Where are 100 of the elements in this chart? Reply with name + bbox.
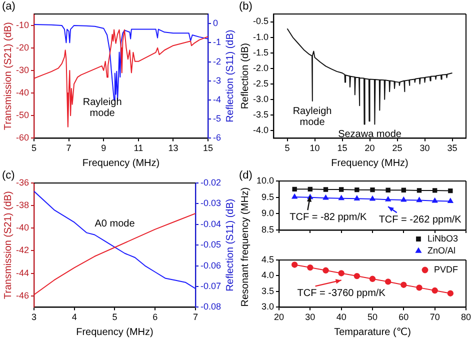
y-tick-label: 8.5	[261, 224, 274, 234]
point	[400, 196, 406, 202]
y-tick-label: -60	[16, 132, 30, 143]
y-axis-title: Resonant frequency (MHz)	[240, 187, 251, 307]
point	[308, 186, 313, 192]
point	[338, 195, 344, 200]
x-tick-label: 6	[152, 312, 158, 322]
y-tick-label: 3.5	[261, 286, 274, 296]
point	[385, 196, 391, 202]
y-tick-label: -50	[16, 110, 30, 120]
point	[338, 187, 344, 192]
x-tick-label: 5	[32, 143, 37, 154]
point	[384, 278, 392, 285]
y-tick-label: 4.5	[261, 254, 274, 264]
point	[369, 276, 376, 282]
y2-tick-label: -6	[213, 132, 222, 143]
y-tick-label: -2.5	[252, 78, 269, 88]
x-axis-title: Frequency (MHz)	[331, 158, 408, 169]
y-axis-title: Transmission (S21) (dB)	[2, 191, 14, 300]
y-tick-label: -1.0	[252, 32, 269, 42]
x-tick-label: 30	[420, 143, 430, 154]
point	[291, 262, 298, 268]
y2-tick-label: -1	[213, 37, 222, 48]
y-tick-label: 3.0	[261, 302, 274, 312]
x-tick-label: 4	[72, 312, 77, 322]
x-tick-label: 3	[32, 312, 37, 322]
y-tick-label: -46	[16, 290, 30, 300]
x-tick-label: 20	[364, 143, 375, 154]
chart-title: (b)	[239, 0, 252, 13]
point	[354, 272, 360, 280]
y-axis-title: Transmission (S21) (dB)	[2, 22, 14, 130]
point	[370, 187, 375, 192]
y2-tick-label: -0.02	[200, 177, 221, 188]
point	[307, 264, 314, 271]
y-tick-label: -3.5	[252, 109, 269, 120]
point	[400, 282, 407, 288]
point	[323, 194, 328, 200]
x-tick-label: 50	[367, 312, 378, 322]
x-tick-label: 9	[101, 143, 106, 154]
y-tick-label: -2.0	[252, 62, 269, 73]
y2-tick-label: -0.06	[200, 260, 221, 270]
annotation: TCF = -262 ppm/K	[378, 214, 462, 226]
legend-label: PVDF	[434, 264, 458, 274]
point	[323, 187, 328, 192]
legend-label: ZnO/Al	[427, 245, 456, 256]
y2-tick-label: 0	[213, 18, 218, 28]
y2-tick-label: -3	[213, 75, 222, 86]
annotation: TCF = -82 ppm/K	[290, 212, 367, 223]
y-tick-label: -38	[16, 200, 30, 210]
point	[354, 187, 360, 192]
point	[292, 186, 297, 192]
y2-tick-label: -5	[213, 114, 222, 124]
point	[432, 188, 438, 193]
y2-axis-title: Reflection (S11) (dB)	[224, 198, 236, 292]
y2-tick-label: -2	[213, 56, 222, 66]
y-tick-label: -10	[16, 20, 30, 30]
point	[416, 188, 422, 193]
y2-tick-label: -0.07	[200, 280, 221, 291]
y2-tick-label: -0.04	[200, 218, 221, 229]
chart-title: (c)	[2, 170, 15, 182]
x-tick-label: 40	[336, 312, 346, 322]
x-tick-label: 13	[168, 143, 178, 154]
y-tick-label: 10.0	[256, 175, 274, 186]
x-tick-label: 60	[398, 312, 409, 322]
annotation: Rayleigh mode	[82, 96, 122, 119]
annotation: Sezawa mode	[338, 128, 402, 140]
point	[354, 196, 360, 200]
annotation: Rayleigh mode	[292, 106, 332, 128]
chart-title: (a)	[2, 0, 16, 13]
point	[401, 188, 406, 192]
x-tick-label: 15	[337, 143, 348, 154]
chart-title: (d)	[239, 170, 252, 182]
point	[448, 188, 453, 194]
point	[447, 290, 454, 296]
y-tick-label: -3.0	[252, 94, 269, 104]
x-axis-title: Frequency (MHz)	[76, 326, 154, 338]
x-tick-label: 7	[192, 312, 198, 322]
legend-label: LiNbO3	[427, 233, 458, 244]
x-tick-label: 11	[134, 143, 144, 154]
annotation: A0 mode	[94, 218, 136, 230]
y2-tick-label: -0.03	[200, 198, 221, 208]
x-tick-label: 80	[460, 312, 472, 322]
x-tick-label: 5	[284, 143, 290, 154]
point	[416, 284, 422, 291]
point	[432, 198, 438, 203]
y2-tick-label: -0.08	[200, 302, 221, 312]
y-tick-label: -4.0	[252, 124, 269, 135]
point	[448, 198, 454, 204]
x-tick-label: 25	[392, 143, 402, 154]
y2-tick-label: -0.05	[200, 240, 221, 250]
y-tick-label: 9.5	[261, 192, 274, 202]
x-tick-label: 5	[112, 312, 118, 322]
point	[386, 188, 390, 192]
point	[370, 196, 376, 201]
point	[338, 270, 344, 276]
x-axis-title: Frequency (MHz)	[82, 158, 160, 169]
point	[432, 287, 438, 294]
y-tick-label: -0.5	[252, 16, 269, 26]
x-tick-label: 70	[430, 312, 440, 322]
annotation: TCF = -3760 ppm/K	[297, 288, 386, 299]
